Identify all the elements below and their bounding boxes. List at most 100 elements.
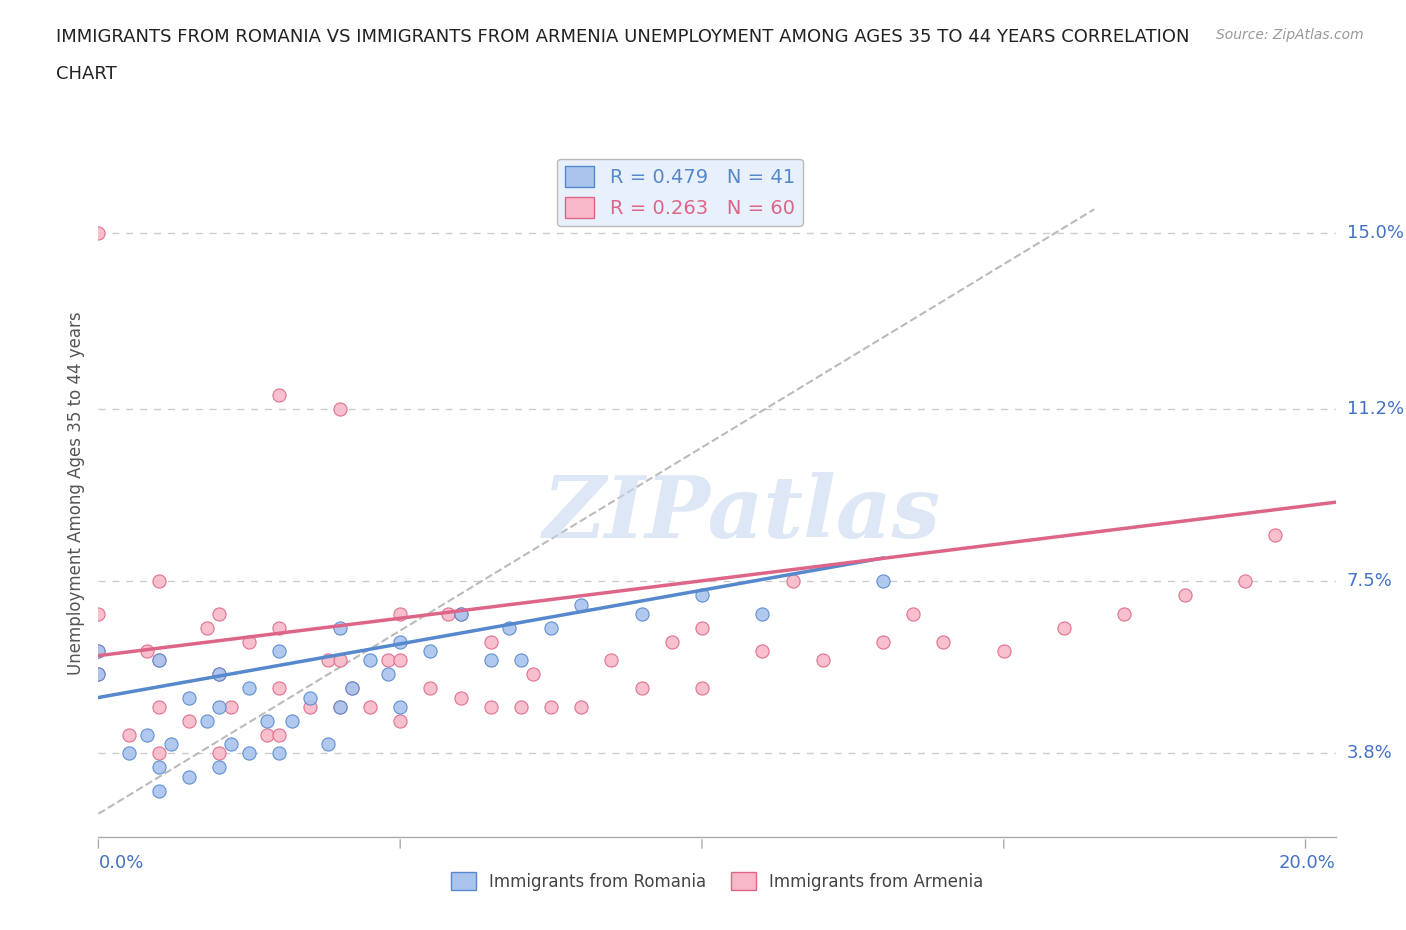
Point xyxy=(219,699,242,714)
Text: CHART: CHART xyxy=(56,65,117,83)
Point xyxy=(540,699,562,714)
Point xyxy=(498,620,520,635)
Point xyxy=(177,769,200,784)
Point xyxy=(148,574,170,589)
Point xyxy=(690,620,713,635)
Point xyxy=(569,699,592,714)
Point xyxy=(148,746,170,761)
Point xyxy=(316,737,339,751)
Point xyxy=(389,653,412,668)
Point xyxy=(690,588,713,603)
Point xyxy=(177,690,200,705)
Text: ZIPatlas: ZIPatlas xyxy=(543,472,941,555)
Point xyxy=(479,653,502,668)
Point xyxy=(509,653,531,668)
Point xyxy=(932,634,955,649)
Point xyxy=(340,681,363,696)
Point xyxy=(316,653,339,668)
Point xyxy=(661,634,683,649)
Point xyxy=(160,737,183,751)
Point xyxy=(208,606,231,621)
Point xyxy=(238,746,260,761)
Point xyxy=(329,620,352,635)
Point xyxy=(450,606,472,621)
Point xyxy=(298,699,321,714)
Point xyxy=(359,653,381,668)
Point xyxy=(135,727,157,742)
Point xyxy=(208,667,231,682)
Point xyxy=(1053,620,1076,635)
Point xyxy=(329,653,352,668)
Point xyxy=(569,597,592,612)
Text: IMMIGRANTS FROM ROMANIA VS IMMIGRANTS FROM ARMENIA UNEMPLOYMENT AMONG AGES 35 TO: IMMIGRANTS FROM ROMANIA VS IMMIGRANTS FR… xyxy=(56,28,1189,46)
Point xyxy=(419,644,441,658)
Point xyxy=(269,644,291,658)
Point xyxy=(811,653,834,668)
Point xyxy=(117,746,139,761)
Point xyxy=(269,681,291,696)
Point xyxy=(450,690,472,705)
Point xyxy=(269,620,291,635)
Point xyxy=(329,699,352,714)
Text: 7.5%: 7.5% xyxy=(1347,572,1393,591)
Point xyxy=(782,574,804,589)
Point xyxy=(450,606,472,621)
Point xyxy=(135,644,157,658)
Point xyxy=(195,713,218,728)
Point xyxy=(389,713,412,728)
Point xyxy=(1264,527,1286,542)
Point xyxy=(298,690,321,705)
Point xyxy=(87,606,110,621)
Point xyxy=(208,667,231,682)
Point xyxy=(148,699,170,714)
Point xyxy=(377,667,399,682)
Point xyxy=(219,737,242,751)
Point xyxy=(690,681,713,696)
Point xyxy=(117,727,139,742)
Point xyxy=(148,783,170,798)
Point xyxy=(479,699,502,714)
Point xyxy=(87,667,110,682)
Text: 15.0%: 15.0% xyxy=(1347,223,1403,242)
Point xyxy=(751,644,773,658)
Point xyxy=(269,388,291,403)
Point xyxy=(256,713,278,728)
Y-axis label: Unemployment Among Ages 35 to 44 years: Unemployment Among Ages 35 to 44 years xyxy=(66,312,84,674)
Point xyxy=(751,606,773,621)
Point xyxy=(419,681,441,696)
Point xyxy=(903,606,925,621)
Point xyxy=(256,727,278,742)
Point xyxy=(340,681,363,696)
Point xyxy=(87,644,110,658)
Point xyxy=(208,699,231,714)
Text: 11.2%: 11.2% xyxy=(1347,400,1405,418)
Point xyxy=(208,760,231,775)
Text: 20.0%: 20.0% xyxy=(1279,854,1336,871)
Point xyxy=(87,667,110,682)
Point xyxy=(329,402,352,417)
Point xyxy=(522,667,544,682)
Point xyxy=(195,620,218,635)
Legend: Immigrants from Romania, Immigrants from Armenia: Immigrants from Romania, Immigrants from… xyxy=(444,866,990,897)
Point xyxy=(87,644,110,658)
Point xyxy=(1114,606,1136,621)
Point xyxy=(280,713,302,728)
Point xyxy=(630,681,652,696)
Point xyxy=(600,653,623,668)
Point xyxy=(479,634,502,649)
Point xyxy=(872,574,894,589)
Text: Source: ZipAtlas.com: Source: ZipAtlas.com xyxy=(1216,28,1364,42)
Point xyxy=(540,620,562,635)
Point xyxy=(208,746,231,761)
Text: 0.0%: 0.0% xyxy=(98,854,143,871)
Point xyxy=(177,713,200,728)
Point xyxy=(87,225,110,240)
Point xyxy=(630,606,652,621)
Point xyxy=(389,606,412,621)
Point xyxy=(377,653,399,668)
Point xyxy=(509,699,531,714)
Point xyxy=(437,606,460,621)
Point xyxy=(993,644,1015,658)
Point xyxy=(269,727,291,742)
Point xyxy=(389,699,412,714)
